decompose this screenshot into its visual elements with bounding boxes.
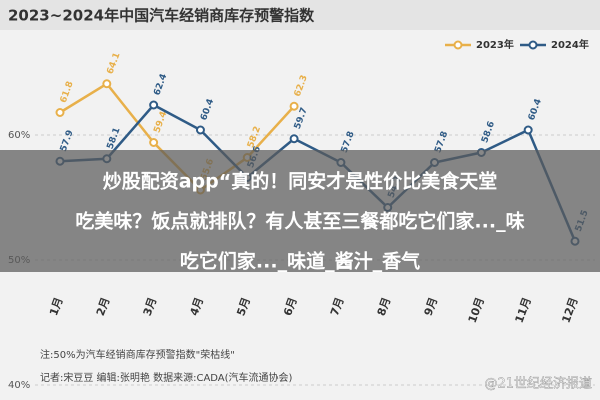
point <box>55 108 65 117</box>
footer-credits: 记者:宋豆豆 编辑:张明艳 数据来源:CADA(汽车流通协会) <box>40 371 293 384</box>
point <box>149 100 159 110</box>
footer-note: 注:50%为汽车经销商库存预警指数"荣枯线" <box>40 348 235 361</box>
x-tick-label: 1月 <box>47 296 66 318</box>
legend-marker <box>528 40 538 50</box>
x-tick-label: 2月 <box>94 296 113 318</box>
x-tick-label: 9月 <box>422 296 441 318</box>
overlay-band <box>0 150 600 272</box>
legend-marker <box>453 40 463 50</box>
point <box>289 101 299 111</box>
watermark: @21世纪经济报道 <box>484 377 592 392</box>
title-bar <box>0 0 600 30</box>
overlay-line: 吃美味？饭点就排队？有人甚至三餐都吃它们家..._味 <box>75 210 524 233</box>
overlay-line: 炒股配资app“真的！同安才是性价比美食天堂 <box>103 170 498 193</box>
point <box>149 138 159 147</box>
y-tick-label: 60% <box>8 130 30 141</box>
overlay-line: 吃它们家..._味道_酱汁_香气 <box>180 250 420 273</box>
point <box>102 79 112 89</box>
x-tick-label: 8月 <box>375 296 394 318</box>
point <box>289 134 299 144</box>
legend-label: 2023年 <box>476 38 514 51</box>
chart-title: 2023~2024年中国汽车经销商库存预警指数 <box>8 7 315 25</box>
x-tick-label: 7月 <box>328 296 347 318</box>
legend-label: 2024年 <box>551 38 589 51</box>
point <box>195 125 205 135</box>
y-tick-label: 40% <box>8 380 30 391</box>
point <box>523 125 533 135</box>
x-tick-label: 6月 <box>281 296 300 318</box>
x-tick-label: 5月 <box>234 296 253 318</box>
x-tick-label: 4月 <box>187 296 206 318</box>
x-tick-label: 3月 <box>141 296 160 318</box>
